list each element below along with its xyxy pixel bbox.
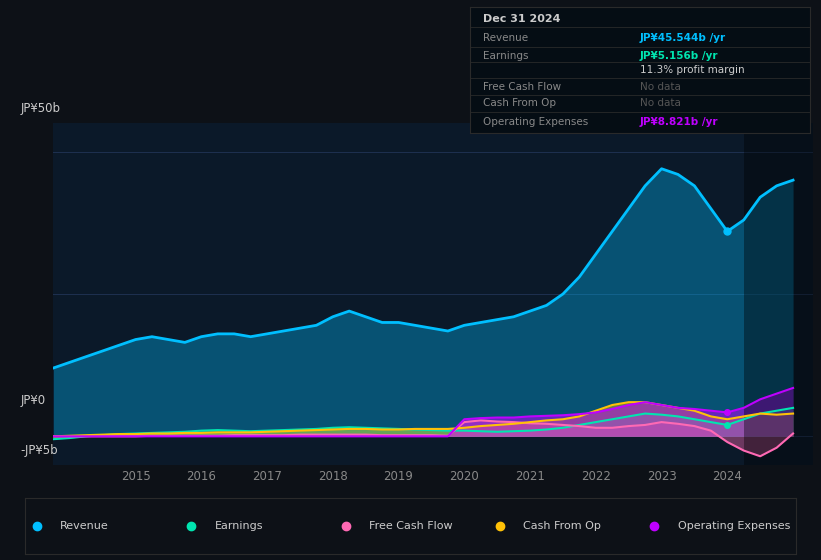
Text: Cash From Op: Cash From Op bbox=[484, 98, 557, 108]
Text: Operating Expenses: Operating Expenses bbox=[677, 521, 790, 531]
Text: JP¥5.156b /yr: JP¥5.156b /yr bbox=[640, 52, 718, 62]
Text: 11.3% profit margin: 11.3% profit margin bbox=[640, 66, 745, 75]
Text: No data: No data bbox=[640, 98, 681, 108]
Text: Earnings: Earnings bbox=[484, 52, 529, 62]
Text: Revenue: Revenue bbox=[60, 521, 109, 531]
Text: Dec 31 2024: Dec 31 2024 bbox=[484, 13, 561, 24]
Text: Cash From Op: Cash From Op bbox=[523, 521, 601, 531]
Text: JP¥50b: JP¥50b bbox=[21, 102, 61, 115]
Text: -JP¥5b: -JP¥5b bbox=[21, 444, 58, 458]
Text: JP¥0: JP¥0 bbox=[21, 394, 46, 407]
Text: Free Cash Flow: Free Cash Flow bbox=[484, 82, 562, 92]
Text: No data: No data bbox=[640, 82, 681, 92]
Text: Earnings: Earnings bbox=[214, 521, 263, 531]
Text: JP¥8.821b /yr: JP¥8.821b /yr bbox=[640, 117, 718, 127]
Text: Operating Expenses: Operating Expenses bbox=[484, 117, 589, 127]
Text: Free Cash Flow: Free Cash Flow bbox=[369, 521, 452, 531]
Text: Revenue: Revenue bbox=[484, 32, 529, 43]
Bar bbox=[744, 123, 813, 465]
Text: JP¥45.544b /yr: JP¥45.544b /yr bbox=[640, 32, 726, 43]
